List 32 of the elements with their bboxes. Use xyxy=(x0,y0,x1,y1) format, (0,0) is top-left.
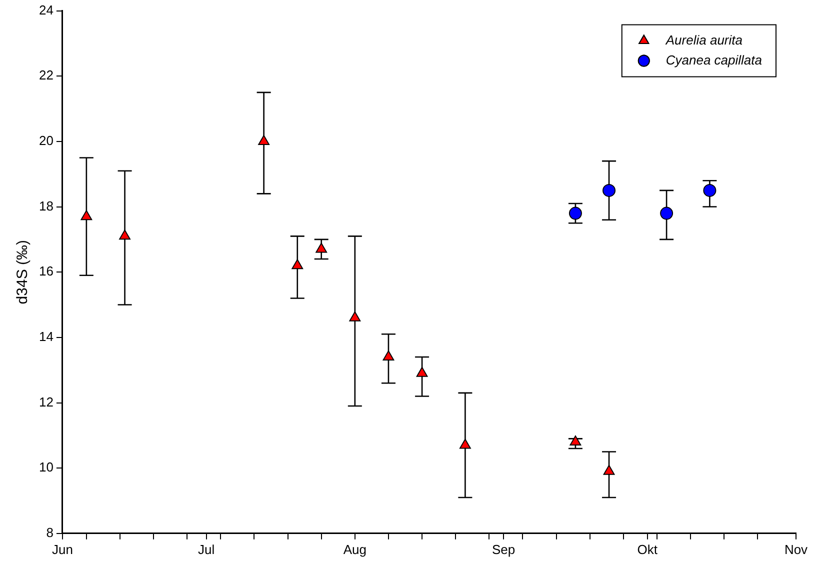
point xyxy=(382,350,394,361)
x-tick-label: Sep xyxy=(492,542,516,557)
point xyxy=(703,184,716,197)
point xyxy=(603,464,615,475)
point xyxy=(602,184,616,197)
legend-label: Cyanea capillata xyxy=(666,52,762,68)
point xyxy=(80,210,92,220)
legend-label: Aurelia aurita xyxy=(664,32,742,48)
point xyxy=(459,438,471,449)
y-tick-label: 24 xyxy=(38,2,54,18)
x-tick-label: Jul xyxy=(198,542,215,557)
y-tick-label: 18 xyxy=(38,198,54,214)
y-tick-label: 14 xyxy=(38,329,54,344)
y-tick-label: 12 xyxy=(38,394,54,410)
x-tick-label: Nov xyxy=(784,542,808,557)
x-tick-label: Okt xyxy=(637,542,658,557)
point xyxy=(119,230,130,240)
point xyxy=(292,259,304,270)
y-tick-label: 20 xyxy=(38,133,54,148)
x-tick-label: Aug xyxy=(343,542,366,557)
point xyxy=(416,366,428,377)
y-tick-label: 10 xyxy=(38,460,54,475)
point xyxy=(570,435,582,446)
point xyxy=(349,311,361,322)
x-tick-label: Jun xyxy=(52,542,73,557)
point xyxy=(316,242,328,253)
y-axis-title: d34S (‰) xyxy=(14,240,32,304)
point xyxy=(258,134,270,145)
y-tick-label: 22 xyxy=(38,68,54,83)
y-tick-label: 16 xyxy=(38,264,54,279)
point xyxy=(660,206,674,220)
y-tick-label: 8 xyxy=(46,524,54,540)
